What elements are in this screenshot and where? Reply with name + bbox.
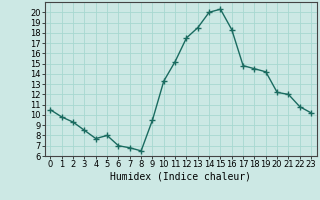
X-axis label: Humidex (Indice chaleur): Humidex (Indice chaleur) <box>110 172 251 182</box>
